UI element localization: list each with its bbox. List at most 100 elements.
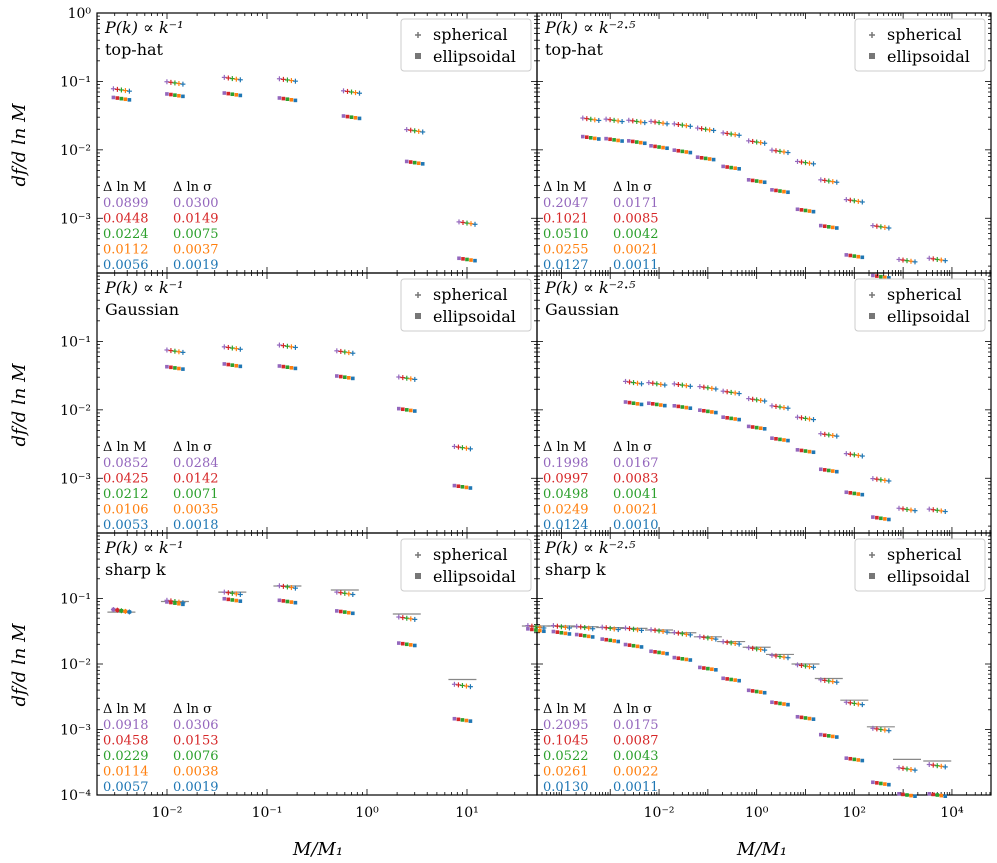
ellipsoidal-point (534, 628, 538, 632)
ellipsoidal-point (226, 91, 231, 96)
ellipsoidal-point (758, 179, 763, 184)
ellipsoidal-point (703, 156, 708, 161)
ellipsoidal-point (165, 364, 169, 369)
ellipsoidal-point (639, 645, 644, 649)
ellipsoidal-point (665, 651, 669, 656)
table-dlnsigma-value: 0.0035 (173, 503, 219, 518)
ellipsoidal-point (612, 138, 616, 142)
ellipsoidal-point (281, 96, 286, 101)
panel-spectrum-title: P(k) ∝ k⁻²⋅⁵ (544, 538, 636, 557)
y-tick-label: 10⁻² (60, 657, 91, 673)
ellipsoidal-point (909, 793, 913, 798)
ellipsoidal-point (604, 637, 609, 642)
table-dlnM-value: 0.0522 (543, 749, 589, 764)
legend-spherical-label: spherical (433, 285, 508, 304)
ellipsoidal-point (698, 408, 702, 412)
ellipsoidal-point (349, 115, 354, 119)
ellipsoidal-point (655, 402, 659, 407)
ellipsoidal-point (852, 254, 857, 258)
table-dlnM-value: 0.0056 (103, 258, 149, 273)
table-dlnsigma-value: 0.0038 (173, 765, 219, 780)
table-dlnM-value: 0.0124 (543, 518, 589, 533)
table-header-dlnM: Δ ln M (543, 180, 587, 195)
ellipsoidal-point (830, 225, 835, 230)
ellipsoidal-point (119, 96, 124, 101)
ellipsoidal-point (848, 253, 853, 258)
ellipsoidal-point (412, 160, 417, 165)
ellipsoidal-point (357, 116, 362, 121)
table-dlnsigma-value: 0.0021 (613, 243, 659, 258)
ellipsoidal-point (733, 678, 737, 682)
y-tick-label: 10⁻⁴ (60, 788, 91, 804)
legend-box (400, 278, 532, 332)
ellipsoidal-point (630, 139, 635, 144)
ellipsoidal-point (115, 96, 120, 100)
ellipsoidal-point (123, 97, 128, 102)
ellipsoidal-point (111, 95, 116, 100)
table-dlnsigma-value: 0.0087 (613, 734, 659, 749)
legend-box (400, 18, 532, 72)
ellipsoidal-point (335, 374, 339, 378)
ellipsoidal-point (452, 483, 457, 488)
ellipsoidal-point (623, 400, 628, 404)
table-dlnM-value: 0.0229 (103, 749, 149, 764)
ellipsoidal-point (408, 643, 413, 647)
ellipsoidal-point (169, 365, 173, 370)
table-dlnsigma-value: 0.0010 (613, 518, 659, 533)
ellipsoidal-point (699, 155, 704, 160)
ellipsoidal-point (875, 781, 879, 785)
ellipsoidal-point (818, 223, 823, 228)
ellipsoidal-point (420, 162, 425, 166)
legend-spherical-label: spherical (887, 285, 962, 304)
ellipsoidal-point (871, 515, 875, 519)
ellipsoidal-point (935, 793, 940, 797)
y-tick-label: 10⁻³ (60, 723, 91, 739)
ellipsoidal-point (737, 167, 741, 171)
ellipsoidal-point (526, 627, 530, 631)
ellipsoidal-point (848, 756, 853, 761)
ellipsoidal-point (404, 159, 409, 164)
ellipsoidal-point (578, 633, 583, 637)
ellipsoidal-point (661, 651, 665, 655)
ellipsoidal-point (647, 401, 651, 406)
ellipsoidal-point (676, 148, 681, 153)
ellipsoidal-point (887, 782, 891, 787)
ellipsoidal-point (852, 757, 857, 762)
ellipsoidal-point (852, 491, 857, 496)
ellipsoidal-point (676, 404, 681, 409)
ellipsoidal-point (238, 93, 243, 98)
ellipsoidal-point (803, 449, 808, 453)
table-dlnM-value: 0.0448 (103, 212, 149, 227)
ellipsoidal-point (653, 144, 657, 149)
ellipsoidal-point (721, 415, 725, 419)
ellipsoidal-point (177, 601, 181, 606)
ellipsoidal-point (461, 257, 465, 261)
ellipsoidal-point (649, 649, 653, 654)
ellipsoidal-point (400, 641, 405, 646)
ellipsoidal-point (822, 733, 827, 738)
panel-spectrum-title: P(k) ∝ k⁻¹ (104, 18, 184, 37)
ellipsoidal-point (714, 410, 718, 415)
ellipsoidal-point (750, 178, 755, 183)
x-tick-label: 10⁻² (644, 805, 675, 821)
table-dlnsigma-value: 0.0175 (613, 718, 659, 733)
table-dlnsigma-value: 0.0085 (613, 212, 659, 227)
ellipsoidal-point (582, 633, 587, 638)
ellipsoidal-point (710, 667, 714, 672)
ellipsoidal-point (396, 641, 401, 645)
table-dlnM-value: 0.0899 (103, 196, 149, 211)
y-tick-label: 10⁰ (68, 6, 92, 22)
ellipsoidal-point (404, 642, 409, 647)
table-dlnsigma-value: 0.0043 (613, 749, 659, 764)
ellipsoidal-point (659, 403, 663, 407)
ellipsoidal-point (289, 365, 294, 370)
ellipsoidal-point (883, 782, 887, 786)
ellipsoidal-point (905, 793, 909, 797)
y-tick-label: 10⁻¹ (60, 334, 91, 350)
table-dlnM-value: 0.0510 (543, 227, 589, 242)
ellipsoidal-point (844, 490, 849, 495)
table-dlnsigma-value: 0.0083 (613, 472, 659, 487)
ellipsoidal-point (684, 150, 689, 154)
ellipsoidal-point (293, 98, 298, 103)
ellipsoidal-point (887, 276, 891, 280)
